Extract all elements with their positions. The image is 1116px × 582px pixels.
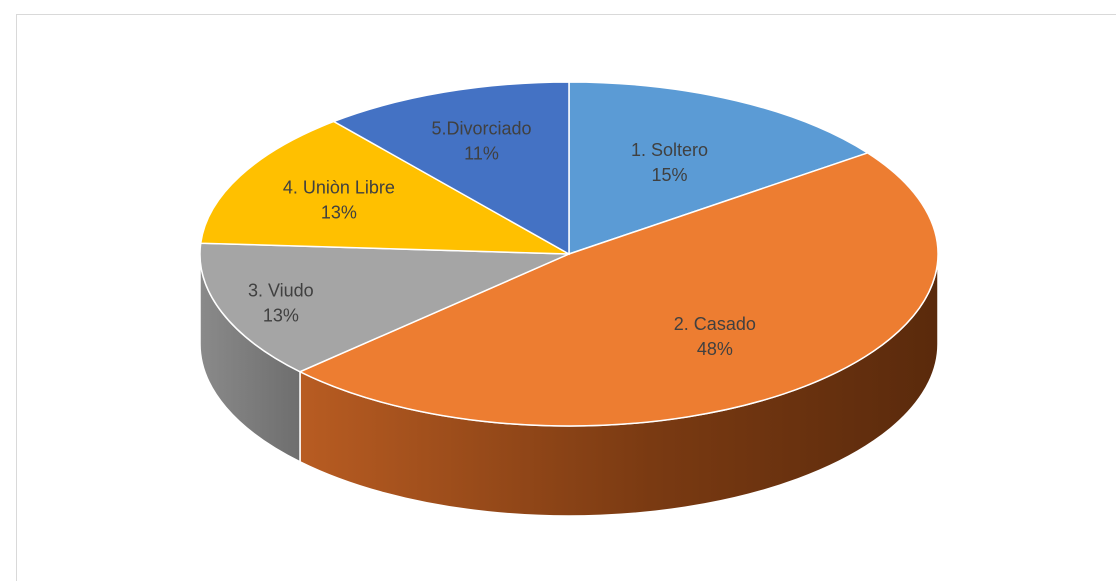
- data-label-percent-5: 11%: [464, 144, 499, 164]
- data-label-category-2: 2. Casado: [674, 314, 756, 334]
- pie-slice-2: [298, 152, 939, 427]
- data-label-percent-1: 15%: [651, 165, 687, 185]
- pie-slice-3: [199, 242, 570, 373]
- pie-slice-1: [568, 81, 870, 256]
- data-label-category-5: 5.Divorciado: [431, 119, 531, 139]
- data-label-category-1: 1. Soltero: [631, 140, 708, 160]
- data-label-category-3: 3. Viudo: [248, 280, 314, 300]
- data-label-percent-3: 13%: [263, 305, 299, 325]
- pie-slice-5: [332, 81, 570, 256]
- pie-chart: 1. Soltero 15% 2. Casado 48% 3. Viudo 13% 4. U…: [199, 81, 939, 517]
- chart-area: 1. Soltero 15% 2. Casado 48% 3. Viudo 13% 4. U…: [16, 14, 1116, 581]
- data-label-percent-2: 48%: [697, 339, 733, 359]
- data-label-category-4: 4. Uniòn Libre: [283, 177, 395, 197]
- pie-slice-4: [199, 120, 570, 255]
- data-label-percent-4: 13%: [321, 202, 357, 222]
